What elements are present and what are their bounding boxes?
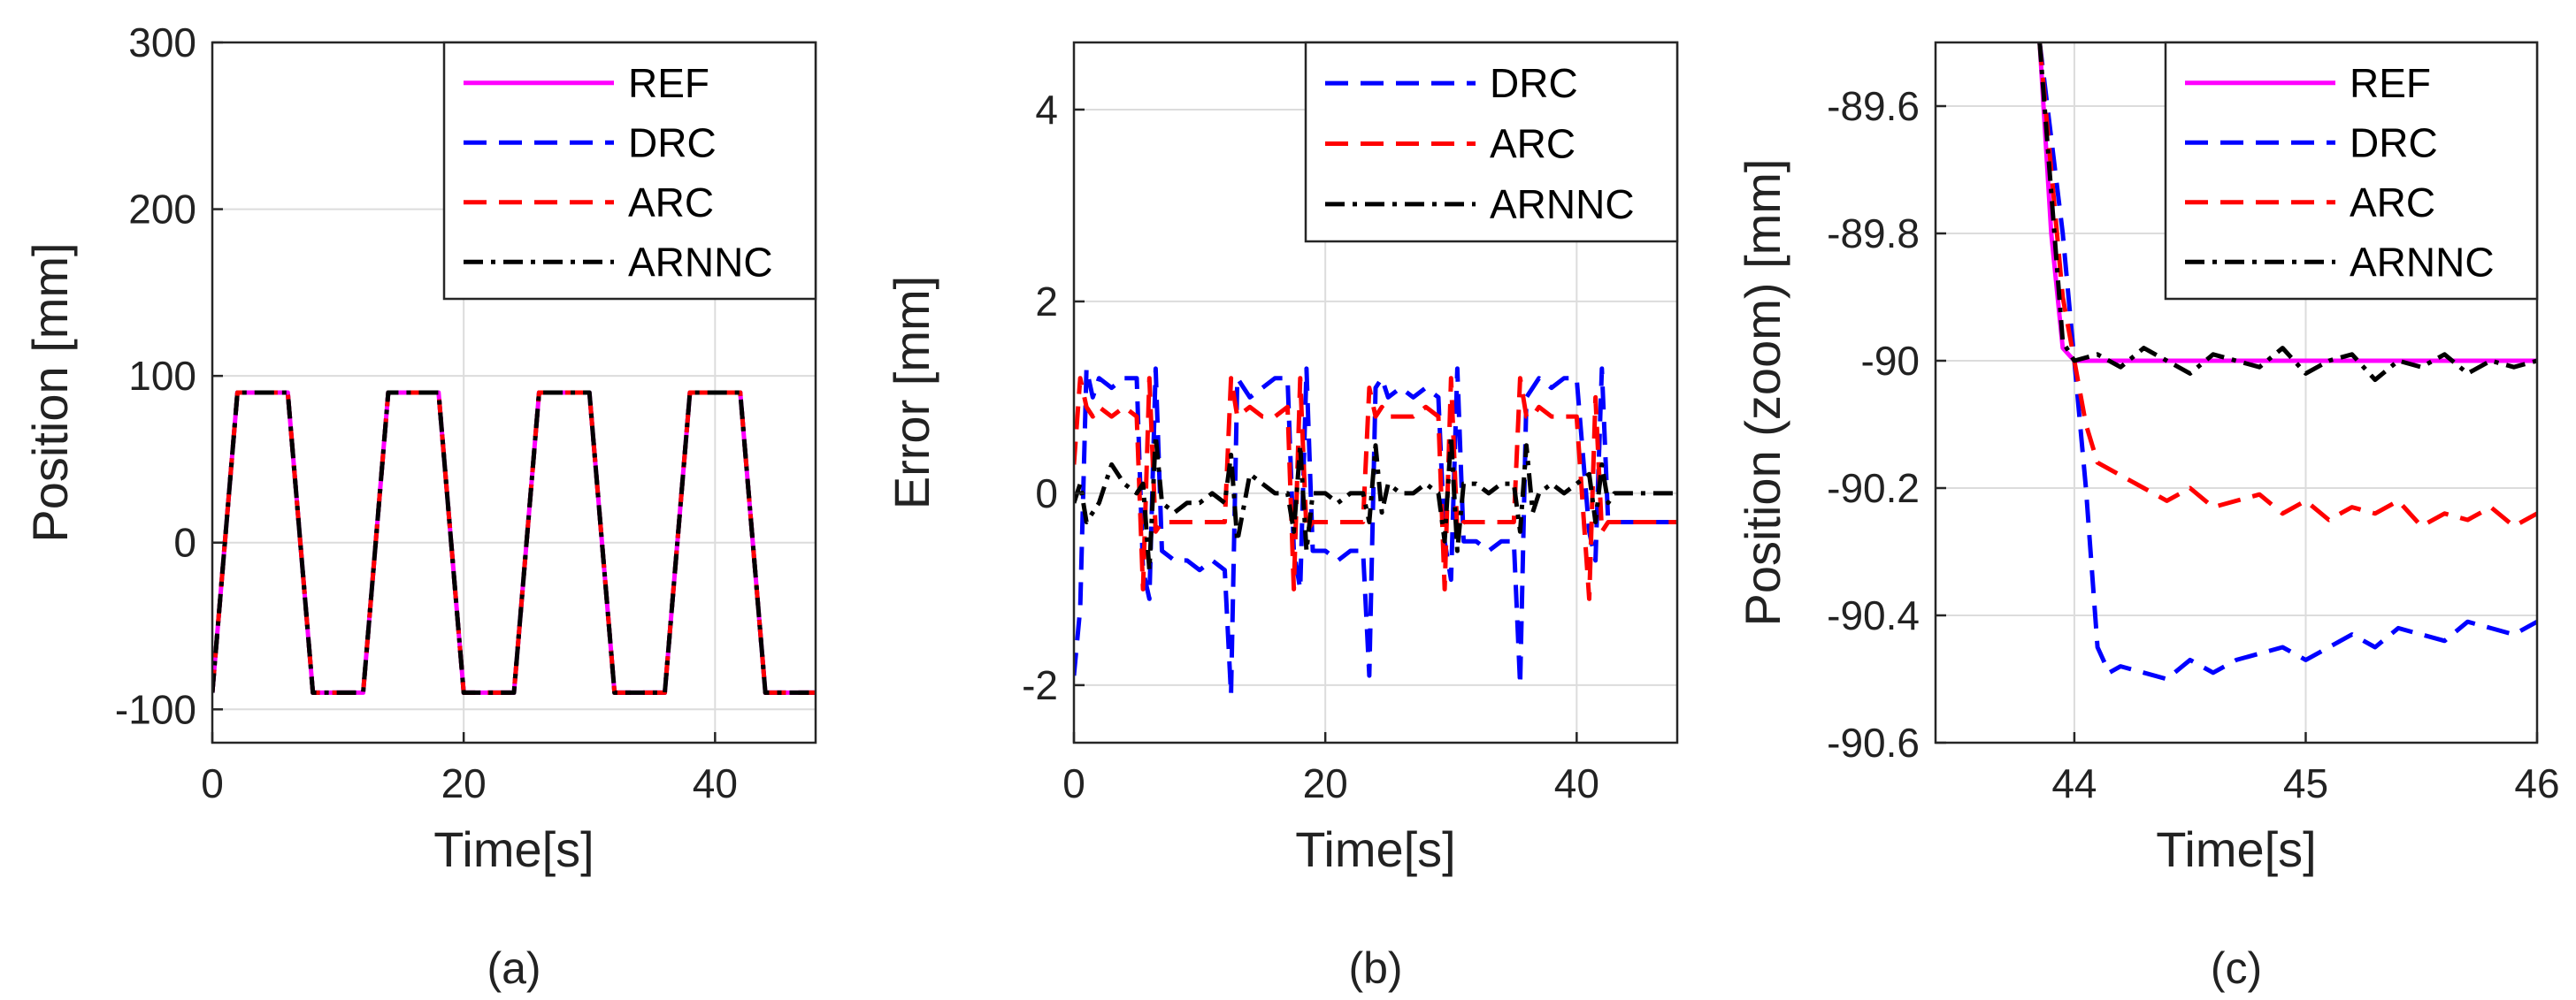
legend-box xyxy=(442,41,817,301)
x-tick-label: 40 xyxy=(693,760,738,806)
y-tick-label: 0 xyxy=(173,520,196,566)
legend-label-ref: REF xyxy=(628,60,709,106)
y-tick-label: -90.4 xyxy=(1827,592,1920,638)
y-tick-label: -89.6 xyxy=(1827,83,1920,129)
y-tick-label: 100 xyxy=(128,353,196,399)
y-axis-label: Position (zoom) [mm] xyxy=(1735,159,1790,627)
x-tick-label: 44 xyxy=(2051,760,2097,806)
legend: REF DRC ARC ARNNC xyxy=(442,41,817,301)
legend-label-arc: ARC xyxy=(628,179,714,225)
x-tick-label: 0 xyxy=(201,760,224,806)
chart-panel-2: 0 20 40 -2 0 2 4 Time[s] Error [mm] (b) DRC ARC ARNN… xyxy=(884,41,1679,993)
legend-label-arnnc: ARNNC xyxy=(1490,181,1635,227)
x-axis-label: Time[s] xyxy=(433,821,594,877)
x-tick-label: 46 xyxy=(2514,760,2559,806)
series-group xyxy=(2037,42,2537,682)
y-tick-label: -2 xyxy=(1022,662,1058,708)
legend-label-arnnc: ARNNC xyxy=(2350,239,2495,285)
legend-box xyxy=(2164,41,2539,301)
series-line-arnnc xyxy=(212,390,816,695)
chart-panel-3: 44 45 46 -90.6 -90.4 -90.2 -90 -89.8 -89.6 Time[s… xyxy=(1735,41,2560,993)
x-axis-label: Time[s] xyxy=(2156,821,2316,877)
y-tick-label: 4 xyxy=(1035,87,1058,133)
y-axis-label: Error [mm] xyxy=(884,276,939,509)
series-group xyxy=(1074,366,1677,698)
legend-label-drc: DRC xyxy=(628,119,717,165)
series-line-arc xyxy=(2037,42,2537,529)
series-line-arc xyxy=(1074,376,1677,601)
x-axis-label: Time[s] xyxy=(1295,821,1455,877)
x-tick-label: 20 xyxy=(1303,760,1348,806)
panel-label: (a) xyxy=(487,943,540,993)
series-line-arnnc xyxy=(2037,42,2537,383)
series-line-ref xyxy=(2037,42,2537,363)
y-tick-label: -90.6 xyxy=(1827,720,1920,766)
x-tick-label: 20 xyxy=(441,760,487,806)
legend-label-arc: ARC xyxy=(1490,121,1576,167)
y-tick-label: 300 xyxy=(128,19,196,65)
legend-label-drc: DRC xyxy=(1490,60,1578,106)
y-axis-label: Position [mm] xyxy=(22,242,78,542)
legend-label-arc: ARC xyxy=(2350,179,2435,225)
panel-label: (b) xyxy=(1348,943,1402,993)
y-tick-label: 2 xyxy=(1035,279,1058,324)
y-tick-label: -90.2 xyxy=(1827,465,1920,511)
series-line-drc xyxy=(1074,366,1677,698)
series-group xyxy=(212,390,816,695)
x-tick-label: 45 xyxy=(2283,760,2328,806)
legend-label-ref: REF xyxy=(2350,60,2431,106)
legend: REF DRC ARC ARNNC xyxy=(2164,41,2539,301)
y-tick-label: -90 xyxy=(1861,338,1920,384)
x-tick-label: 0 xyxy=(1062,760,1085,806)
legend: DRC ARC ARNNC xyxy=(1304,41,1679,243)
series-line-arc xyxy=(212,390,816,695)
series-line-drc xyxy=(2037,42,2537,682)
legend-label-drc: DRC xyxy=(2350,119,2438,165)
y-tick-label: -100 xyxy=(115,686,196,732)
x-tick-label: 40 xyxy=(1554,760,1599,806)
y-tick-label: -89.8 xyxy=(1827,210,1920,256)
y-tick-label: 0 xyxy=(1035,470,1058,516)
legend-label-arnnc: ARNNC xyxy=(628,239,773,285)
series-line-arnnc xyxy=(1074,433,1677,573)
y-tick-label: 200 xyxy=(128,187,196,233)
panel-label: (c) xyxy=(2211,943,2262,993)
